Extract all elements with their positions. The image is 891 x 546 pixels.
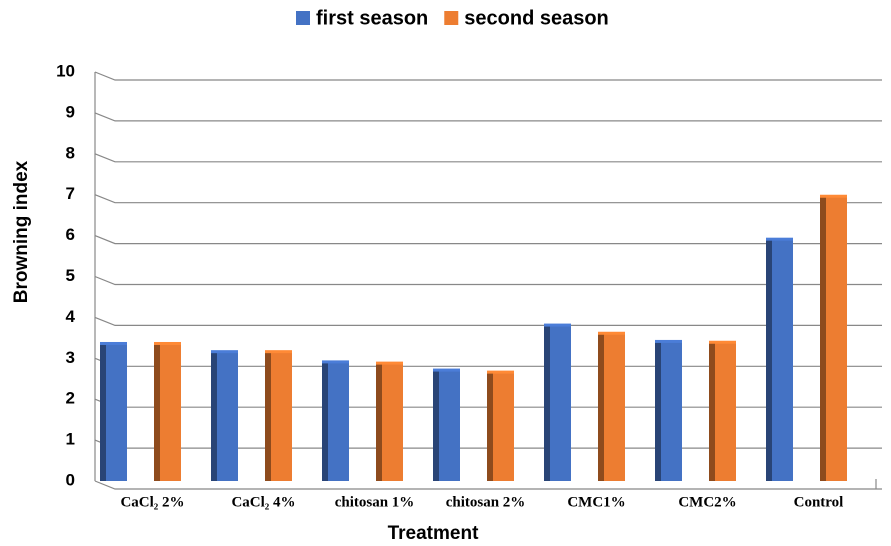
bar-face [544,325,550,481]
bar-face [322,362,328,481]
bar-face [820,196,826,481]
bar [487,370,514,481]
grid-line [94,235,882,245]
bar-face [433,370,439,481]
y-tick-label: 5 [66,266,75,285]
bar-face [709,342,715,481]
bar-face [487,372,493,481]
y-tick-label: 2 [66,389,75,408]
x-tick-label: Control [794,494,844,510]
grid-line [94,112,882,122]
x-tick-label: chitosan 2% [446,494,526,510]
bar [544,323,571,481]
bar-face [655,341,661,481]
bar [376,361,403,481]
bar-face [154,341,181,345]
bar-face [598,331,625,335]
y-tick-label: 9 [66,102,75,121]
grid-line [94,194,882,204]
x-tick-label: chitosan 1% [335,494,415,510]
bar-face [433,368,460,372]
bar [211,350,238,481]
bar-face [655,339,682,343]
bar-face [154,343,160,481]
grid-line [94,480,882,490]
grid-line [94,316,882,326]
y-tick-label: 10 [56,61,75,80]
bar [655,339,682,481]
bar [766,237,793,481]
legend-label: first season [316,7,428,29]
bar [433,368,460,481]
bar-face [100,343,106,481]
bar-face [265,350,292,354]
x-tick-label: CaCl₂ 4% [231,494,295,510]
bar-face [487,370,514,374]
bar-face [322,360,349,364]
grid-line [94,275,882,286]
bar-face [211,352,217,481]
bar-face [265,352,271,481]
legend-swatch [444,11,459,25]
y-tick-label: 1 [66,430,75,449]
bar [154,341,181,481]
y-tick-label: 7 [66,184,75,203]
y-tick-label: 4 [66,307,76,326]
bar-face [211,350,238,354]
legend-swatch [296,11,310,25]
grid-line [94,71,882,81]
y-tick-label: 6 [66,225,75,244]
bar-face [376,361,403,365]
y-axis-title: Browning index [11,160,32,303]
bar-face [100,341,127,345]
bar-face [544,323,571,327]
bar [709,340,736,481]
bar [265,350,292,481]
bar [322,360,349,481]
y-tick-label: 3 [66,348,75,367]
bar-face [376,363,382,481]
x-tick-label: CaCl₂ 2% [120,494,184,510]
bar-face [709,340,736,344]
grid-line [94,153,882,163]
bar-face [766,237,793,241]
bar-face [598,333,604,481]
x-tick-label: CMC2% [678,494,736,510]
y-tick-label: 8 [66,143,75,162]
y-tick-label: 0 [66,470,75,489]
x-axis-title: Treatment [388,523,479,544]
bar-face [820,194,847,198]
bar [598,331,625,481]
bar [100,341,127,481]
x-tick-label: CMC1% [567,494,625,510]
bar [820,194,847,481]
legend-label: second season [464,7,609,29]
bar-face [766,239,772,481]
